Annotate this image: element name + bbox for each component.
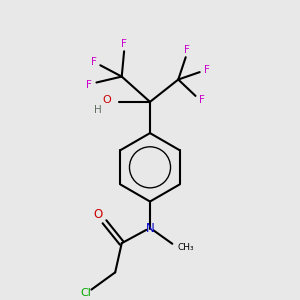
Text: Cl: Cl: [81, 288, 92, 298]
Text: N: N: [146, 222, 154, 236]
Text: F: F: [199, 95, 205, 105]
Text: CH₃: CH₃: [178, 243, 194, 252]
Text: F: F: [204, 65, 210, 75]
Text: F: F: [121, 39, 127, 49]
Text: O: O: [103, 95, 111, 105]
Text: F: F: [86, 80, 92, 90]
Text: H: H: [94, 105, 102, 115]
Text: F: F: [91, 57, 97, 67]
Text: O: O: [93, 208, 103, 221]
Text: F: F: [184, 45, 190, 55]
